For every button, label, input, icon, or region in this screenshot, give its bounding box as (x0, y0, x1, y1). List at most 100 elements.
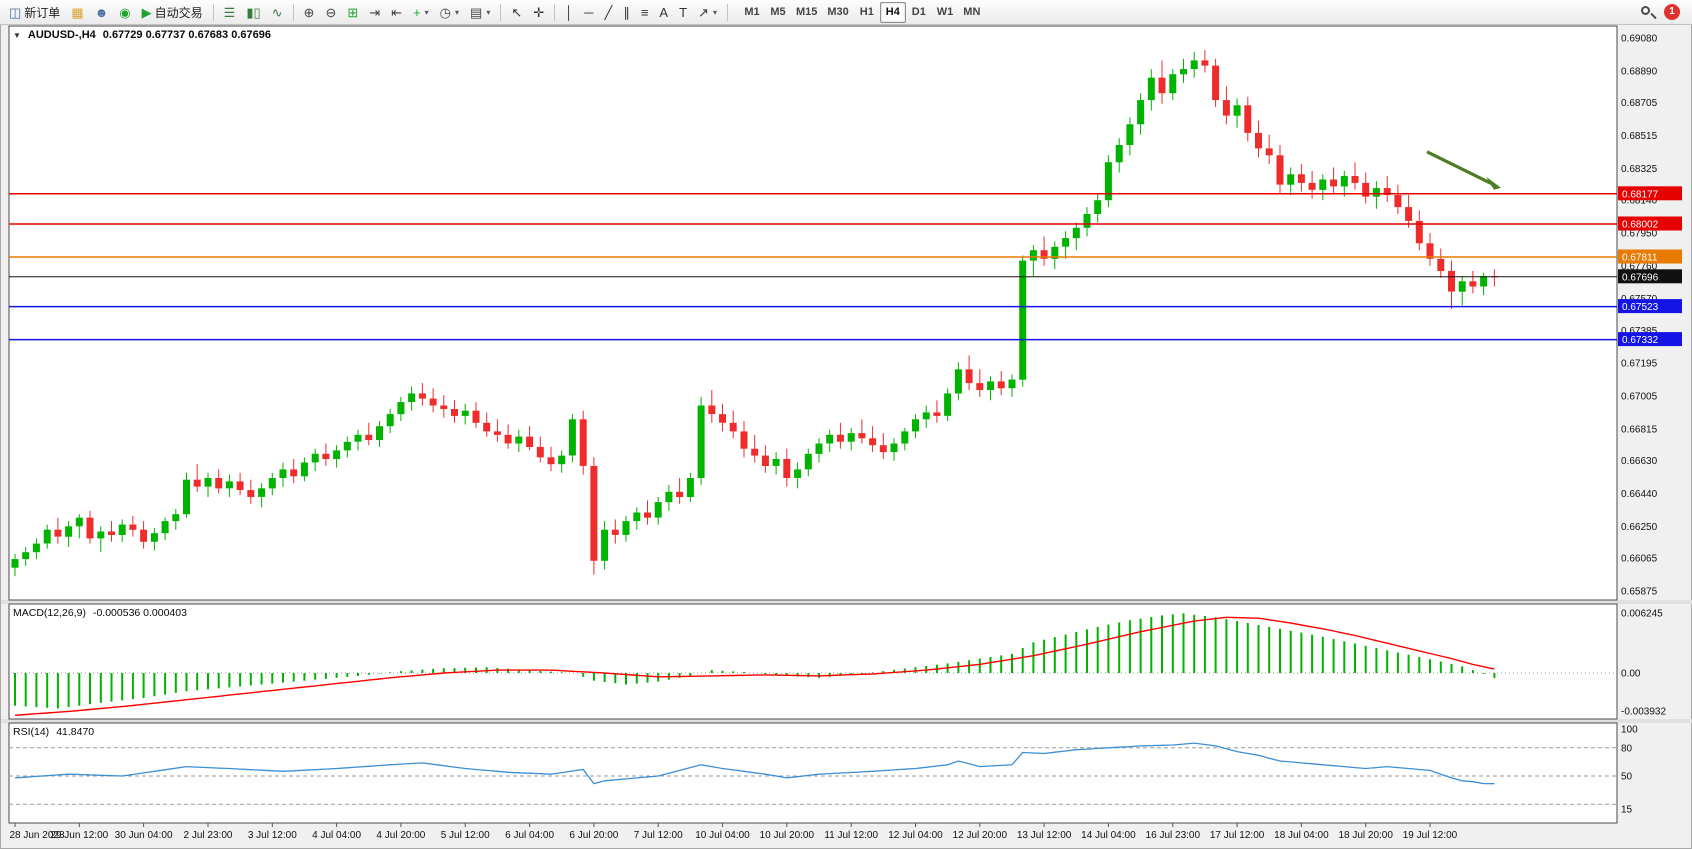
time-axis-label: 17 Jul 12:00 (1210, 830, 1265, 841)
periods-icon: ◷ (439, 4, 452, 20)
trend-arrow-annotation[interactable] (1426, 150, 1501, 190)
text-icon: A (659, 4, 669, 20)
rsi-panel[interactable] (8, 722, 1618, 824)
symbol-collapse-icon[interactable]: ▼ (13, 30, 21, 40)
timeframe-m1-button[interactable]: M1 (739, 2, 765, 23)
toolbar-line-chart-button[interactable]: ∿ (267, 2, 288, 23)
time-axis-label: 19 Jul 12:00 (1403, 830, 1458, 841)
chart-canvas[interactable]: 0.69080 0.68890 0.68705 0.68515 0.68325 0.681… (1, 25, 1692, 849)
vertical-line-icon: │ (565, 4, 574, 20)
charts-window-icon: ▦ (71, 4, 84, 20)
time-axis-label: 29 Jun 12:00 (50, 830, 108, 841)
auto-scroll-icon: ⇥ (369, 4, 381, 20)
search-icon-handle (1650, 12, 1657, 20)
price-badge (1618, 249, 1682, 264)
new-order-label: 新订单 (24, 5, 61, 20)
fibonacci-icon: ≡ (640, 4, 649, 20)
zoom-out-icon: ⊖ (325, 4, 337, 20)
macd-axis-tick: 0.00 (1621, 669, 1641, 680)
toolbar-trendline-button[interactable]: ╱ (600, 2, 618, 23)
toolbar-profile-button[interactable]: ☻ (90, 2, 114, 23)
toolbar-new-order-button[interactable]: ◫ 新订单 (4, 2, 65, 23)
toolbar-separator (500, 3, 502, 21)
candle-chart-icon: ▮▯ (246, 4, 261, 20)
profile-icon: ☻ (94, 4, 109, 20)
price-badge-value: 0.67696 (1622, 272, 1659, 283)
timeframe-m15-button[interactable]: M15 (791, 2, 822, 23)
macd-axis-tick: -0.003932 (1621, 706, 1666, 717)
toolbar-charts-window-button[interactable]: ▦ (66, 2, 88, 23)
toolbar-auto-scroll-button[interactable]: ⇥ (364, 2, 385, 23)
chart-window: 0.69080 0.68890 0.68705 0.68515 0.68325 0.681… (0, 25, 1692, 849)
equidistant-channel-icon: ∥ (623, 4, 630, 20)
price-axis-tick: 0.65875 (1621, 587, 1658, 598)
price-badge-value: 0.67523 (1622, 302, 1659, 313)
templates-caret-icon: ▾ (486, 7, 491, 17)
toolbar-cursor-button[interactable]: ↖ (506, 2, 527, 23)
periods-caret-icon: ▾ (455, 7, 460, 17)
search-icon[interactable] (1640, 4, 1657, 20)
toolbar-templates-button[interactable]: ▤ ▾ (465, 2, 495, 23)
rsi-axis-tick: 100 (1621, 725, 1638, 736)
cursor-icon: ↖ (511, 4, 523, 20)
timeframe-m5-button[interactable]: M5 (765, 2, 791, 23)
toolbar-crosshair-button[interactable]: ✛ (528, 2, 549, 23)
toolbar-horizontal-line-button[interactable]: ─ (579, 2, 598, 23)
indicators-caret-icon: ▾ (424, 7, 429, 17)
price-axis-tick: 0.68325 (1621, 164, 1658, 175)
toolbar-text-label-button[interactable]: T (674, 2, 692, 23)
notification-badge[interactable]: 1 (1664, 4, 1680, 20)
timeframe-mn-button[interactable]: MN (958, 2, 985, 23)
timeframe-h1-button[interactable]: H1 (854, 2, 880, 23)
price-axis: 0.69080 0.68890 0.68705 0.68515 0.68325 0.681… (1618, 34, 1682, 598)
toolbar-chart-shift-button[interactable]: ⇤ (386, 2, 407, 23)
crosshair-icon: ✛ (533, 4, 545, 20)
price-axis-tick: 0.66250 (1621, 522, 1658, 533)
price-axis-tick: 0.68705 (1621, 98, 1658, 109)
toolbar-indicators-button[interactable]: + ▾ (408, 2, 434, 23)
line-chart-icon: ∿ (271, 4, 283, 20)
text-label-icon: T (679, 4, 688, 20)
timeframe-d1-button[interactable]: D1 (906, 2, 932, 23)
toolbar-tile-windows-button[interactable]: ⊞ (342, 2, 363, 23)
price-axis-tick: 0.66440 (1621, 489, 1658, 500)
toolbar-market-button[interactable]: ◉ (114, 2, 135, 23)
toolbar-arrows-button[interactable]: ↗ ▾ (693, 2, 722, 23)
time-axis-label: 6 Jul 04:00 (505, 830, 554, 841)
toolbar-equidistant-channel-button[interactable]: ∥ (618, 2, 635, 23)
toolbar-zoom-in-button[interactable]: ⊕ (299, 2, 320, 23)
bar-chart-icon: ☰ (223, 4, 236, 20)
toolbar-separator (212, 3, 214, 21)
price-axis-tick: 0.69080 (1621, 34, 1658, 45)
panel-splitter[interactable] (1, 719, 1692, 723)
toolbar-auto-trading-button[interactable]: ▶ 自动交易 (137, 2, 208, 23)
timeframe-w1-button[interactable]: W1 (932, 2, 959, 23)
time-axis-label: 28 Jun 2023 (9, 830, 64, 841)
toolbar-separator (726, 3, 728, 21)
arrows-icon: ↗ (698, 4, 709, 20)
panel-splitter[interactable] (1, 600, 1692, 604)
toolbar-bar-chart-button[interactable]: ☰ (219, 2, 241, 23)
toolbar-vertical-line-button[interactable]: │ (560, 2, 578, 23)
price-axis-tick: 0.66815 (1621, 424, 1658, 435)
price-axis-tick: 0.68515 (1621, 131, 1658, 142)
time-axis-label: 3 Jul 12:00 (248, 830, 297, 841)
timeframe-h4-button[interactable]: H4 (879, 1, 906, 23)
macd-panel[interactable] (8, 603, 1618, 720)
time-axis-label: 16 Jul 23:00 (1146, 830, 1201, 841)
rsi-axis-tick: 50 (1621, 772, 1633, 783)
main-chart-plot[interactable] (8, 25, 1618, 601)
toolbar-right-group: 1 (1640, 4, 1688, 20)
timeframe-m30-button[interactable]: M30 (822, 2, 853, 23)
toolbar-text-button[interactable]: A (654, 2, 673, 23)
time-axis-label: 12 Jul 04:00 (888, 830, 943, 841)
price-axis-tick: 0.67195 (1621, 359, 1658, 370)
toolbar-zoom-out-button[interactable]: ⊖ (320, 2, 341, 23)
toolbar-periods-button[interactable]: ◷ ▾ (435, 2, 464, 23)
price-axis-tick: 0.66065 (1621, 554, 1658, 565)
toolbar-fibonacci-button[interactable]: ≡ (636, 2, 654, 23)
time-axis-label: 30 Jun 04:00 (115, 830, 173, 841)
indicators-icon: + (413, 4, 421, 20)
toolbar-candle-chart-button[interactable]: ▮▯ (241, 2, 265, 23)
price-axis-tick: 0.67760 (1621, 261, 1658, 272)
